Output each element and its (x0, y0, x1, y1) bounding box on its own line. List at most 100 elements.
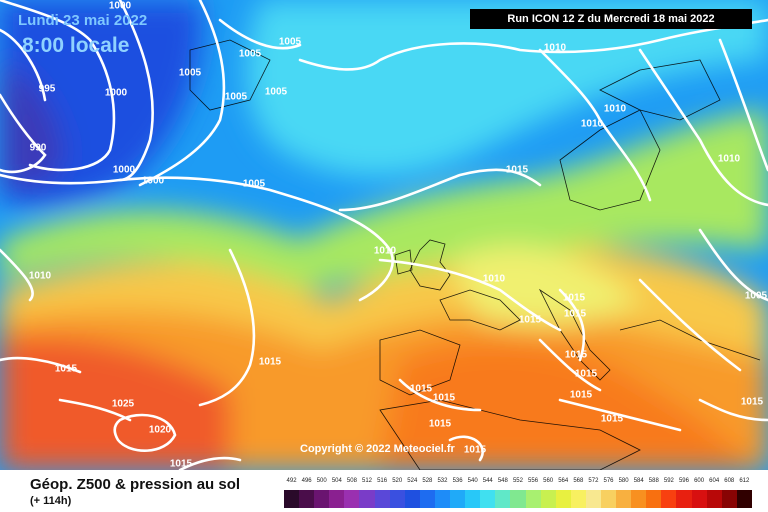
isobar-label: 1005 (178, 67, 202, 79)
isobar-label: 990 (29, 142, 47, 154)
isobar-label: 1000 (104, 87, 128, 99)
scale-swatch (736, 490, 752, 508)
scale-label: 556 (528, 478, 539, 484)
scale-swatch (646, 490, 662, 508)
forecast-time: 8:00 locale (22, 34, 130, 57)
isobar-label: 1005 (224, 91, 248, 103)
scale-label: 612 (739, 478, 750, 484)
scale-label: 560 (543, 478, 554, 484)
scale-label: 576 (603, 478, 614, 484)
isobar-label: 1005 (238, 48, 262, 60)
scale-swatch (555, 490, 571, 508)
scale-swatch (691, 490, 707, 508)
isobar-label: 1005 (744, 290, 768, 302)
scale-label: 532 (437, 478, 448, 484)
scale-swatch (344, 490, 360, 508)
scale-label: 496 (301, 478, 312, 484)
isobar-label: 1000 (108, 0, 132, 12)
scale-label: 528 (422, 478, 433, 484)
scale-label: 592 (663, 478, 674, 484)
isobar-label: 1015 (428, 418, 452, 430)
scale-swatch (389, 490, 405, 508)
scale-label: 568 (573, 478, 584, 484)
color-scale-labels: 492 496 500 504 508 512 516 520 524 528 532 536 540 5… (284, 478, 752, 488)
isobar-label: 1010 (543, 42, 567, 54)
scale-swatch (585, 490, 601, 508)
scale-label: 512 (362, 478, 373, 484)
isobar-label: 1000 (112, 164, 136, 176)
geopotential-field (0, 0, 768, 470)
scale-label: 500 (316, 478, 327, 484)
scale-label: 492 (286, 478, 297, 484)
scale-swatch (661, 490, 677, 508)
isobar-label: 1015 (463, 444, 487, 456)
scale-swatch (525, 490, 541, 508)
scale-swatch (616, 490, 632, 508)
isobar-label: 1015 (574, 368, 598, 380)
scale-label: 596 (678, 478, 689, 484)
isobar-label: 1015 (432, 392, 456, 404)
scale-label: 564 (558, 478, 569, 484)
scale-swatch (495, 490, 511, 508)
scale-label: 520 (392, 478, 403, 484)
isobar-label: 1015 (563, 308, 587, 320)
scale-swatch (706, 490, 722, 508)
isobar-label: 1015 (740, 396, 764, 408)
scale-swatch (284, 490, 300, 508)
isobar-label: 995 (38, 83, 56, 95)
isobar-label: 1010 (603, 103, 627, 115)
scale-label: 540 (467, 478, 478, 484)
isobar-label: 1005 (242, 178, 266, 190)
scale-label: 600 (694, 478, 705, 484)
legend-footer: Géop. Z500 & pression au sol (+ 114h) 49… (0, 470, 768, 512)
scale-label: 516 (377, 478, 388, 484)
isobar-label: 1015 (409, 383, 433, 395)
scale-swatch (465, 490, 481, 508)
isobar-label: 1010 (373, 245, 397, 257)
scale-label: 608 (724, 478, 735, 484)
isobar-label: 1015 (518, 314, 542, 326)
forecast-lead-time: (+ 114h) (30, 495, 72, 507)
scale-swatch (359, 490, 375, 508)
scale-swatch (600, 490, 617, 508)
scale-swatch (540, 490, 556, 508)
isobar-label: 1010 (580, 118, 604, 130)
scale-label: 524 (407, 478, 418, 484)
isobar-label: 1025 (111, 398, 135, 410)
copyright-text: Copyright © 2022 Meteociel.fr (300, 443, 455, 455)
scale-swatch (631, 490, 647, 508)
isobar-label: 1015 (169, 458, 193, 470)
scale-swatch (404, 490, 420, 508)
scale-swatch (299, 490, 315, 508)
scale-label: 604 (709, 478, 720, 484)
color-scale-bar (284, 490, 752, 508)
model-run-banner: Run ICON 12 Z du Mercredi 18 mai 2022 (470, 9, 752, 29)
isobar-label: 1010 (28, 270, 52, 282)
isobar-label: 1010 (717, 153, 741, 165)
scale-swatch (329, 490, 345, 508)
isobar-label: 1005 (264, 86, 288, 98)
isobar-label: 1015 (54, 363, 78, 375)
color-scale: 492 496 500 504 508 512 516 520 524 528 532 536 540 5… (284, 478, 752, 508)
isobar-label: 1020 (148, 424, 172, 436)
scale-swatch (570, 490, 586, 508)
scale-swatch (480, 490, 496, 508)
map-title: Géop. Z500 & pression au sol (30, 476, 241, 493)
scale-swatch (450, 490, 466, 508)
weather-map: 1000 995 990 1005 1005 1005 1005 1000 10… (0, 0, 768, 470)
isobar-label: 1010 (482, 273, 506, 285)
scale-swatch (434, 490, 451, 508)
scale-swatch (676, 490, 692, 508)
scale-swatch (419, 490, 435, 508)
scale-label: 580 (618, 478, 629, 484)
isobar-label: 1015 (505, 164, 529, 176)
forecast-date: Lundi 23 mai 2022 (18, 12, 148, 29)
isobar-label: 1000 (141, 175, 165, 187)
scale-swatch (510, 490, 526, 508)
isobar-label: 1015 (562, 292, 586, 304)
scale-label: 584 (633, 478, 644, 484)
scale-swatch (374, 490, 390, 508)
scale-swatch (721, 490, 737, 508)
scale-label: 536 (452, 478, 463, 484)
scale-swatch (314, 490, 330, 508)
